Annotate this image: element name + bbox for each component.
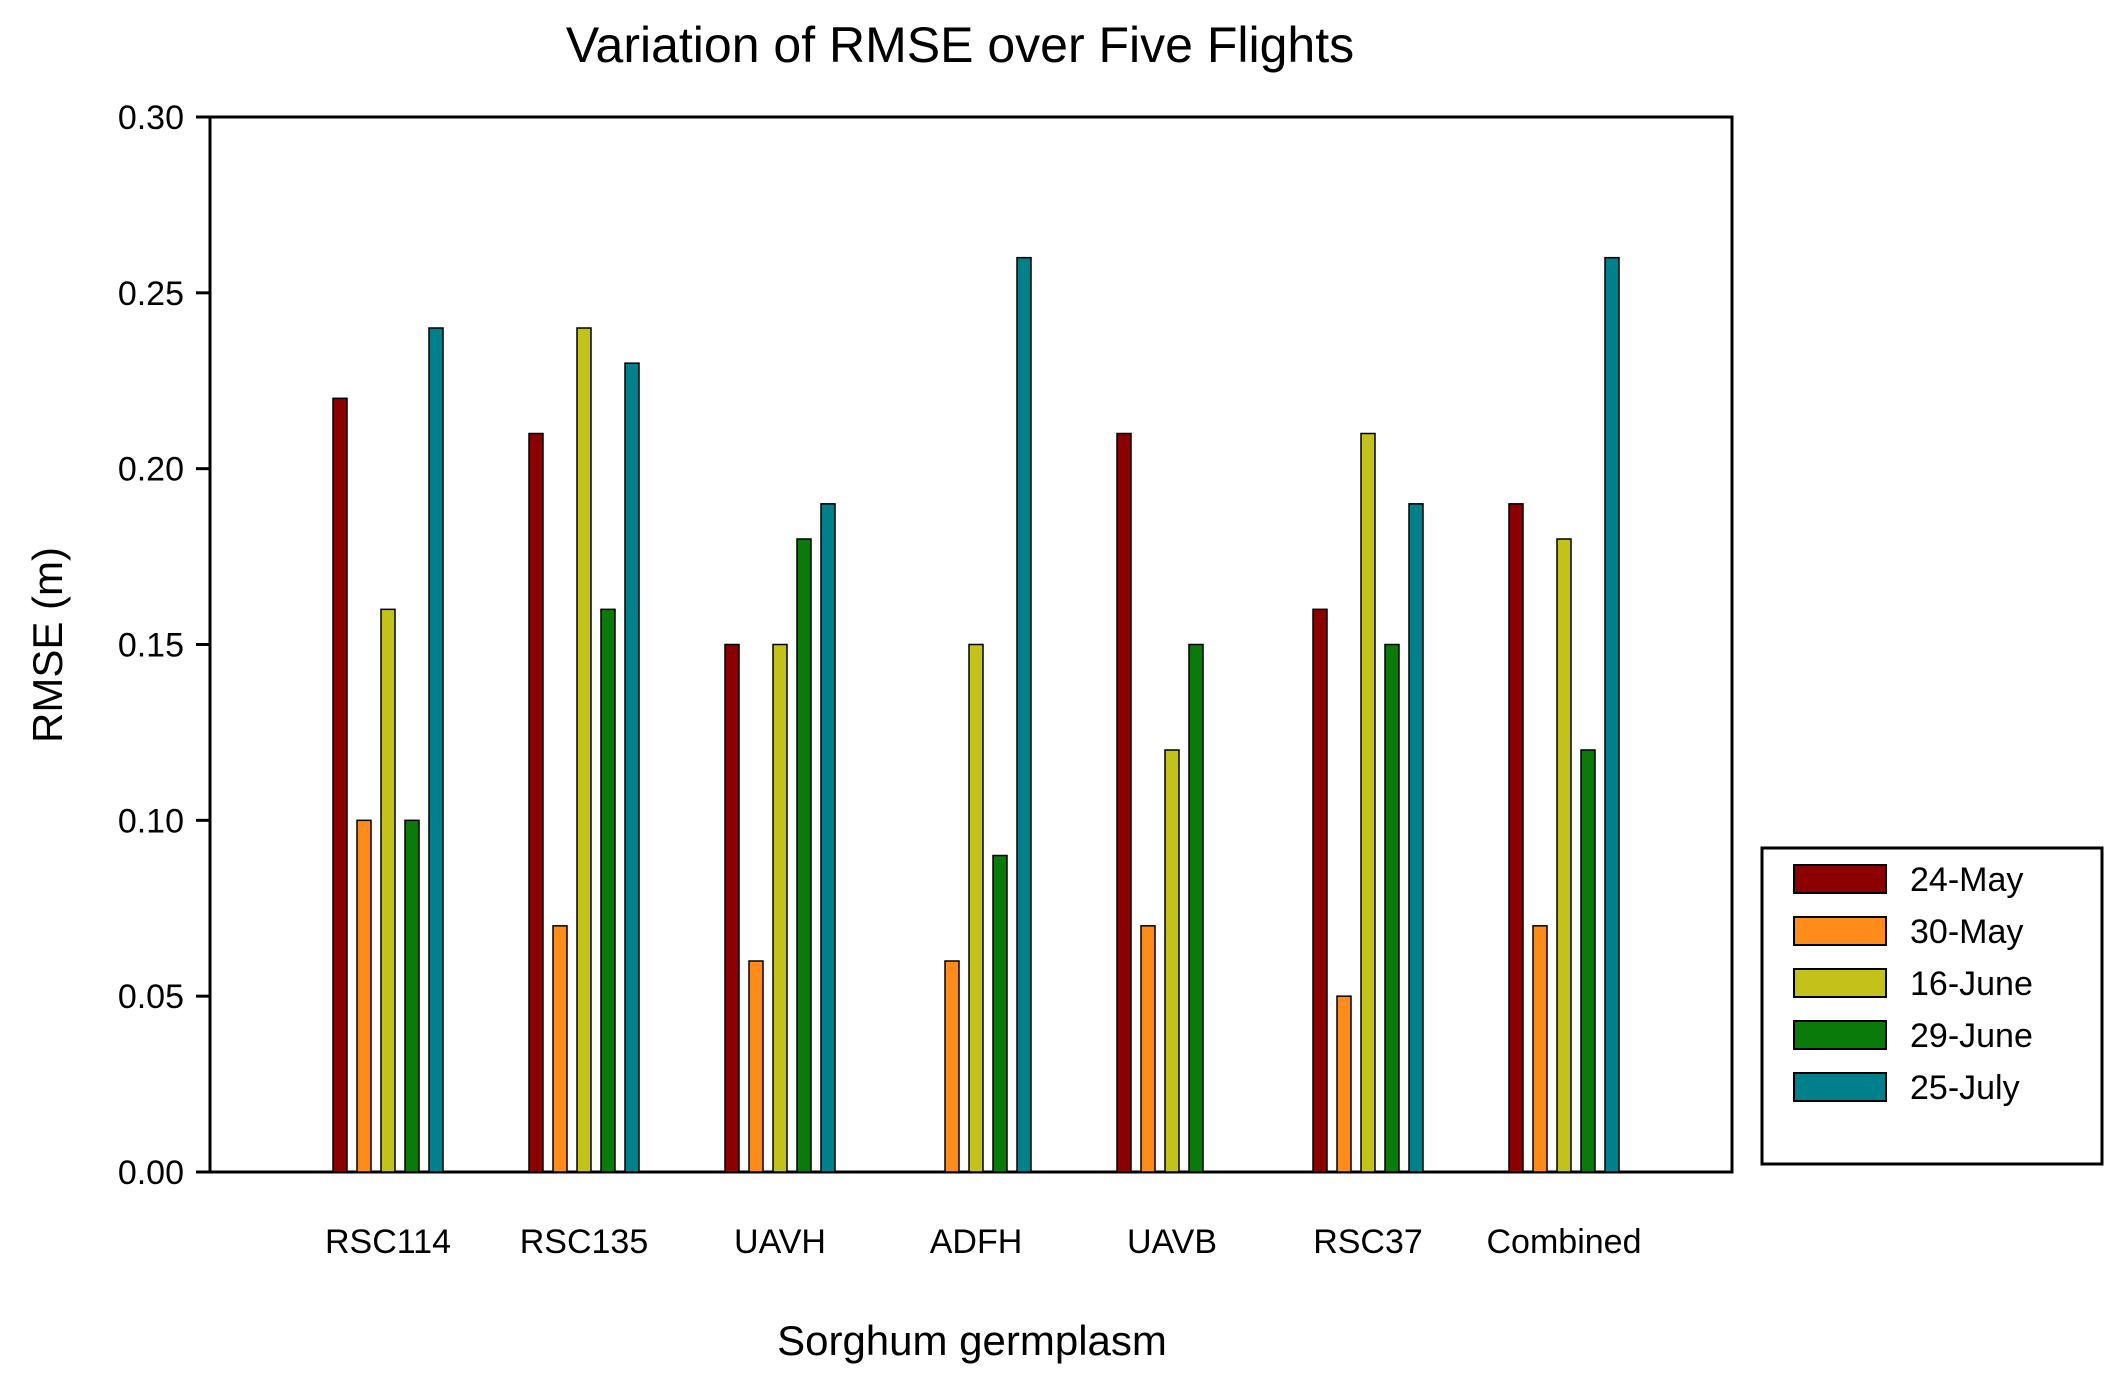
- y-tick-label: 0.05: [118, 978, 184, 1016]
- y-tick-label: 0.20: [118, 451, 184, 489]
- bar-30-may-rsc135: [552, 925, 568, 1173]
- x-tick-label: Combined: [1487, 1223, 1642, 1261]
- bar-16-june-adfh: [968, 643, 984, 1173]
- x-tick-label: UAVH: [734, 1223, 826, 1261]
- legend-label: 25-July: [1910, 1069, 2020, 1107]
- y-axis: 0.00 0.05 0.10 0.15 0.20 0.25 0.30: [118, 99, 210, 1192]
- bar-25-july-rsc37: [1408, 503, 1424, 1173]
- legend-swatch: [1793, 1020, 1887, 1050]
- legend-swatch: [1793, 1072, 1887, 1102]
- bar-16-june-combined: [1556, 538, 1572, 1173]
- bar-16-june-rsc135: [576, 327, 592, 1173]
- x-axis: RSC114 RSC135 UAVH ADFH UAVB RSC37 Combined: [325, 1223, 1641, 1261]
- chart-title: Variation of RMSE over Five Flights: [566, 17, 1354, 73]
- bar-16-june-uavh: [772, 643, 788, 1173]
- y-tick-label: 0.30: [118, 99, 184, 137]
- legend-swatch: [1793, 968, 1887, 998]
- bars: [332, 256, 1620, 1173]
- y-tick-label: 0.10: [118, 802, 184, 840]
- legend-swatch: [1793, 864, 1887, 894]
- y-tick-label: 0.15: [118, 627, 184, 665]
- bar-29-june-combined: [1580, 749, 1596, 1173]
- bar-24-may-rsc114: [332, 397, 348, 1173]
- bar-29-june-rsc37: [1384, 643, 1400, 1173]
- bar-30-may-uavb: [1140, 925, 1156, 1173]
- bar-16-june-rsc37: [1360, 432, 1376, 1173]
- bar-25-july-uavh: [820, 503, 836, 1173]
- legend-label: 24-May: [1910, 861, 2023, 899]
- bar-29-june-adfh: [992, 854, 1008, 1173]
- legend-label: 30-May: [1910, 913, 2023, 951]
- y-tick-label: 0.25: [118, 275, 184, 313]
- bar-16-june-rsc114: [380, 608, 396, 1173]
- legend: 24-May 30-May 16-June 29-June 25-July: [1760, 846, 2104, 1166]
- bar-29-june-rsc114: [404, 819, 420, 1173]
- bar-24-may-combined: [1508, 503, 1524, 1173]
- bar-24-may-uavh: [724, 643, 740, 1173]
- legend-box: [1760, 846, 2104, 1166]
- x-tick-label: RSC135: [520, 1223, 649, 1261]
- bar-16-june-uavb: [1164, 749, 1180, 1173]
- bar-29-june-rsc135: [600, 608, 616, 1173]
- legend-label: 29-June: [1910, 1017, 2033, 1055]
- x-axis-label: Sorghum germplasm: [777, 1317, 1167, 1364]
- bar-25-july-rsc135: [624, 362, 640, 1173]
- y-tick-label: 0.00: [118, 1154, 184, 1192]
- x-tick-label: RSC114: [325, 1223, 451, 1261]
- bar-25-july-adfh: [1016, 256, 1032, 1173]
- bar-30-may-uavh: [748, 960, 764, 1173]
- bar-29-june-uavb: [1188, 643, 1204, 1173]
- bar-29-june-uavh: [796, 538, 812, 1173]
- bar-25-july-combined: [1604, 256, 1620, 1173]
- bar-30-may-adfh: [944, 960, 960, 1173]
- x-tick-label: RSC37: [1313, 1223, 1423, 1261]
- y-axis-label: RMSE (m): [24, 547, 71, 743]
- x-tick-label: ADFH: [930, 1223, 1023, 1261]
- bar-30-may-combined: [1532, 925, 1548, 1173]
- legend-label: 16-June: [1910, 965, 2033, 1003]
- legend-swatch: [1793, 916, 1887, 946]
- bar-24-may-uavb: [1116, 432, 1132, 1173]
- bar-30-may-rsc114: [356, 819, 372, 1173]
- bar-24-may-rsc135: [528, 432, 544, 1173]
- x-tick-label: UAVB: [1127, 1223, 1217, 1261]
- bar-24-may-rsc37: [1312, 608, 1328, 1173]
- bar-25-july-rsc114: [428, 327, 444, 1173]
- bar-30-may-rsc37: [1336, 995, 1352, 1173]
